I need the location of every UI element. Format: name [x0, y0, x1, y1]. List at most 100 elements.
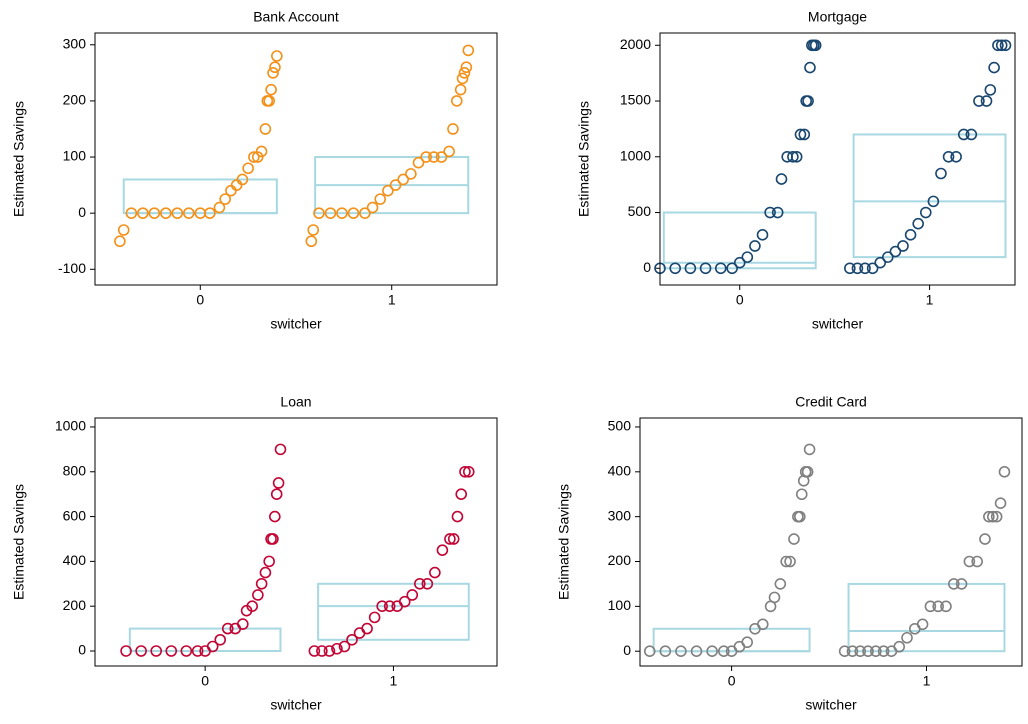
point	[795, 488, 808, 501]
point	[643, 645, 656, 658]
point	[801, 466, 814, 478]
point	[804, 61, 816, 74]
y-axis-label: Estimated Savings	[11, 484, 27, 600]
point	[429, 566, 441, 579]
point	[844, 262, 856, 275]
point	[137, 207, 149, 219]
point	[353, 627, 366, 639]
point	[775, 173, 788, 185]
y-tick-label: 1500	[620, 92, 651, 108]
point	[447, 533, 460, 545]
point	[420, 151, 432, 163]
x-tick-label: 0	[201, 673, 209, 689]
point	[998, 466, 1011, 478]
x-tick-label: 1	[926, 292, 934, 308]
point	[973, 95, 985, 107]
point	[459, 465, 471, 478]
point	[690, 645, 703, 658]
point	[263, 95, 276, 107]
point	[942, 150, 955, 163]
point	[780, 555, 792, 568]
point	[361, 622, 373, 635]
point	[455, 488, 468, 500]
y-tick-label: 100	[608, 597, 632, 613]
point	[270, 488, 283, 500]
point	[323, 645, 336, 657]
point	[305, 235, 318, 248]
point	[191, 645, 204, 657]
point	[150, 645, 162, 657]
point	[444, 533, 456, 545]
point	[684, 262, 697, 275]
point	[269, 510, 281, 523]
point	[893, 640, 906, 653]
y-tick-label: -100	[58, 260, 86, 276]
point	[316, 645, 328, 657]
point	[957, 128, 970, 141]
point	[983, 510, 995, 523]
panel: Credit Card switcher Estimated Savings 0 100…	[556, 394, 1023, 713]
box	[852, 133, 1007, 259]
x-tick-label: 1	[923, 673, 931, 689]
point	[947, 578, 960, 590]
x-tick-label: 0	[736, 292, 744, 308]
point	[171, 207, 184, 219]
point	[995, 39, 1008, 52]
point	[271, 50, 283, 62]
y-tick-label: 0	[78, 204, 86, 220]
point	[338, 640, 351, 653]
point	[359, 207, 371, 219]
box	[662, 211, 817, 270]
point	[397, 173, 410, 186]
point	[854, 645, 867, 658]
point	[986, 510, 999, 523]
y-tick-label: 100	[63, 148, 87, 164]
point	[450, 95, 463, 107]
point	[784, 555, 796, 568]
point	[412, 156, 425, 169]
point	[259, 123, 272, 135]
point	[267, 533, 279, 545]
y-axis-label: Estimated Savings	[576, 101, 592, 217]
point	[999, 39, 1012, 52]
point	[932, 600, 944, 613]
point	[204, 207, 216, 219]
point	[428, 151, 440, 163]
point	[718, 645, 730, 658]
point	[336, 207, 348, 219]
point	[221, 622, 234, 635]
point	[252, 589, 264, 601]
point	[897, 240, 909, 252]
y-tick-label: 500	[608, 418, 632, 434]
point	[237, 618, 249, 630]
point	[882, 251, 894, 263]
point	[901, 631, 913, 644]
point	[741, 251, 754, 263]
y-axis-label: Estimated Savings	[11, 101, 27, 217]
point	[741, 636, 753, 649]
point	[988, 61, 1000, 74]
point	[269, 61, 281, 74]
y-tick-label: 300	[63, 35, 87, 51]
point	[183, 207, 195, 219]
point	[272, 477, 285, 489]
point	[165, 645, 178, 657]
point	[383, 600, 396, 612]
point	[405, 168, 417, 180]
point	[414, 577, 426, 590]
point	[346, 633, 358, 646]
point	[659, 645, 672, 658]
point	[733, 256, 746, 269]
point	[180, 645, 193, 657]
point	[790, 150, 803, 163]
panel: Loan switcher Estimated Savings 0 200 400 600 8…	[11, 394, 498, 713]
panel-title: Credit Card	[795, 394, 867, 410]
point	[265, 83, 277, 96]
point	[259, 566, 272, 579]
point	[274, 443, 287, 456]
point	[771, 206, 784, 219]
y-tick-label: 200	[608, 552, 632, 568]
point	[135, 645, 147, 657]
y-tick-label: 400	[608, 463, 632, 479]
point	[368, 611, 381, 624]
